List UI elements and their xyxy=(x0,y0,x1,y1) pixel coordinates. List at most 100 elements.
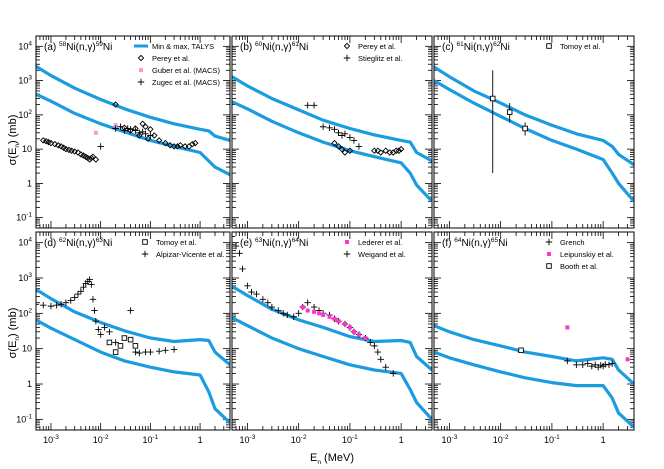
data-point xyxy=(573,361,580,368)
y-tick-mantissa: 10 xyxy=(18,110,28,120)
x-tick-mantissa: 10 xyxy=(544,435,554,445)
data-point xyxy=(374,147,382,154)
panel-title-part: 65 xyxy=(491,237,499,244)
plot-frame xyxy=(35,35,231,229)
axis-ticks xyxy=(433,231,635,431)
data-point xyxy=(97,143,104,150)
legend-swatch xyxy=(546,263,552,269)
talys-upper-curve xyxy=(434,324,634,386)
y-tick-label: 10 xyxy=(22,144,32,154)
series-diamond xyxy=(40,101,199,163)
panel-title-part: 63 xyxy=(96,237,104,244)
talys-lower-curve xyxy=(434,350,634,429)
data-point xyxy=(132,348,139,356)
legend-swatch xyxy=(545,238,553,246)
data-point xyxy=(117,123,124,130)
panel-title-part: (b) xyxy=(240,42,255,53)
data-point xyxy=(341,130,349,138)
data-point xyxy=(239,265,246,273)
data-point xyxy=(335,129,342,136)
y-tick-mantissa: 10 xyxy=(22,144,32,154)
data-point xyxy=(305,308,310,313)
y-tick-label: 104 xyxy=(18,40,32,51)
talys-lower-curve xyxy=(36,92,230,177)
data-point xyxy=(382,147,389,154)
data-point xyxy=(88,154,95,162)
data-point xyxy=(92,317,100,325)
data-point xyxy=(244,282,251,290)
legend-label: Leipunskiy et al. xyxy=(560,250,614,259)
legend-swatch xyxy=(141,250,149,258)
data-point xyxy=(80,283,87,291)
panel-title-part: Ni(n,γ) xyxy=(66,42,95,53)
plot-area xyxy=(36,65,230,177)
x-tick-mantissa: 10 xyxy=(240,435,250,445)
data-point xyxy=(89,296,97,303)
series-cross xyxy=(36,276,119,346)
legend-label: Guber et al. (MACS) xyxy=(152,66,220,75)
legend-label: Weigand et al. xyxy=(358,250,406,259)
data-point xyxy=(579,361,586,368)
data-point xyxy=(489,95,496,102)
legend-label: Zugec et al. (MACS) xyxy=(152,78,220,87)
talys-lower-curve xyxy=(36,318,230,424)
panel-title: (f) 64Ni(n,γ)65Ni xyxy=(442,237,508,249)
series-pinksq xyxy=(93,123,118,135)
x-tick-label: 10-2 xyxy=(291,434,307,445)
y-axis-label-top: σ(En) (mb) xyxy=(7,115,21,166)
plot-frame xyxy=(433,231,635,431)
series-square xyxy=(489,70,528,174)
x-tick-label: 10-1 xyxy=(342,434,358,445)
panel-title-part: Ni(n,γ) xyxy=(464,42,493,53)
panel-title-part: (c) xyxy=(442,42,456,53)
data-point xyxy=(36,301,40,308)
data-point xyxy=(155,137,163,144)
y-tick-exponent: 2 xyxy=(28,109,32,116)
plot-frame xyxy=(433,35,635,229)
data-point xyxy=(350,137,358,144)
data-point xyxy=(290,313,297,320)
legend-swatch xyxy=(139,68,143,72)
data-point xyxy=(588,362,595,370)
legend-swatch xyxy=(343,250,351,258)
legend: Lederer et al. Weigand et al. xyxy=(343,238,406,259)
y-tick-exponent: 2 xyxy=(28,307,32,314)
data-point xyxy=(106,328,113,336)
data-point xyxy=(248,288,255,296)
y-tick-label: 1 xyxy=(27,178,32,188)
legend-label: Tomoy et al. xyxy=(156,238,196,247)
legend-swatch xyxy=(142,239,148,245)
plot-frame xyxy=(231,35,433,229)
data-point xyxy=(280,310,287,317)
data-point xyxy=(189,140,196,148)
legend: Perey et al. Stieglitz et al. xyxy=(343,42,403,63)
data-point xyxy=(304,102,311,109)
data-point xyxy=(144,135,152,143)
data-point xyxy=(112,125,119,132)
talys-upper-curve xyxy=(36,287,230,367)
data-point xyxy=(112,339,119,346)
data-point xyxy=(47,139,55,147)
data-point xyxy=(71,148,78,155)
series-square xyxy=(518,347,524,354)
y-tick-label: 104 xyxy=(18,237,32,248)
data-point xyxy=(506,109,513,115)
data-point xyxy=(317,311,322,316)
legend: Grench Leipunskiy et al. Booth et al. xyxy=(545,238,614,271)
panel-title-part: Ni(n,γ) xyxy=(262,238,291,249)
data-point xyxy=(355,143,363,150)
panel-e: (e) 63Ni(n,γ)64Ni Lederer et al. Weigand e… xyxy=(231,231,433,445)
y-tick-mantissa: 10 xyxy=(18,273,28,283)
data-point xyxy=(331,139,338,147)
y-tick-exponent: 3 xyxy=(28,75,32,82)
panel-title-part: 64 xyxy=(454,237,462,244)
data-point xyxy=(139,120,146,127)
data-point xyxy=(347,325,352,330)
y-tick-mantissa: 1 xyxy=(27,178,32,188)
y-tick-exponent: 4 xyxy=(28,40,32,47)
panel-title: (b) 60Ni(n,γ)61Ni xyxy=(240,41,308,53)
x-tick-mantissa: 1 xyxy=(198,435,203,445)
y-tick-mantissa: 10 xyxy=(16,414,26,424)
legend-label: Perey et al. xyxy=(152,54,190,63)
